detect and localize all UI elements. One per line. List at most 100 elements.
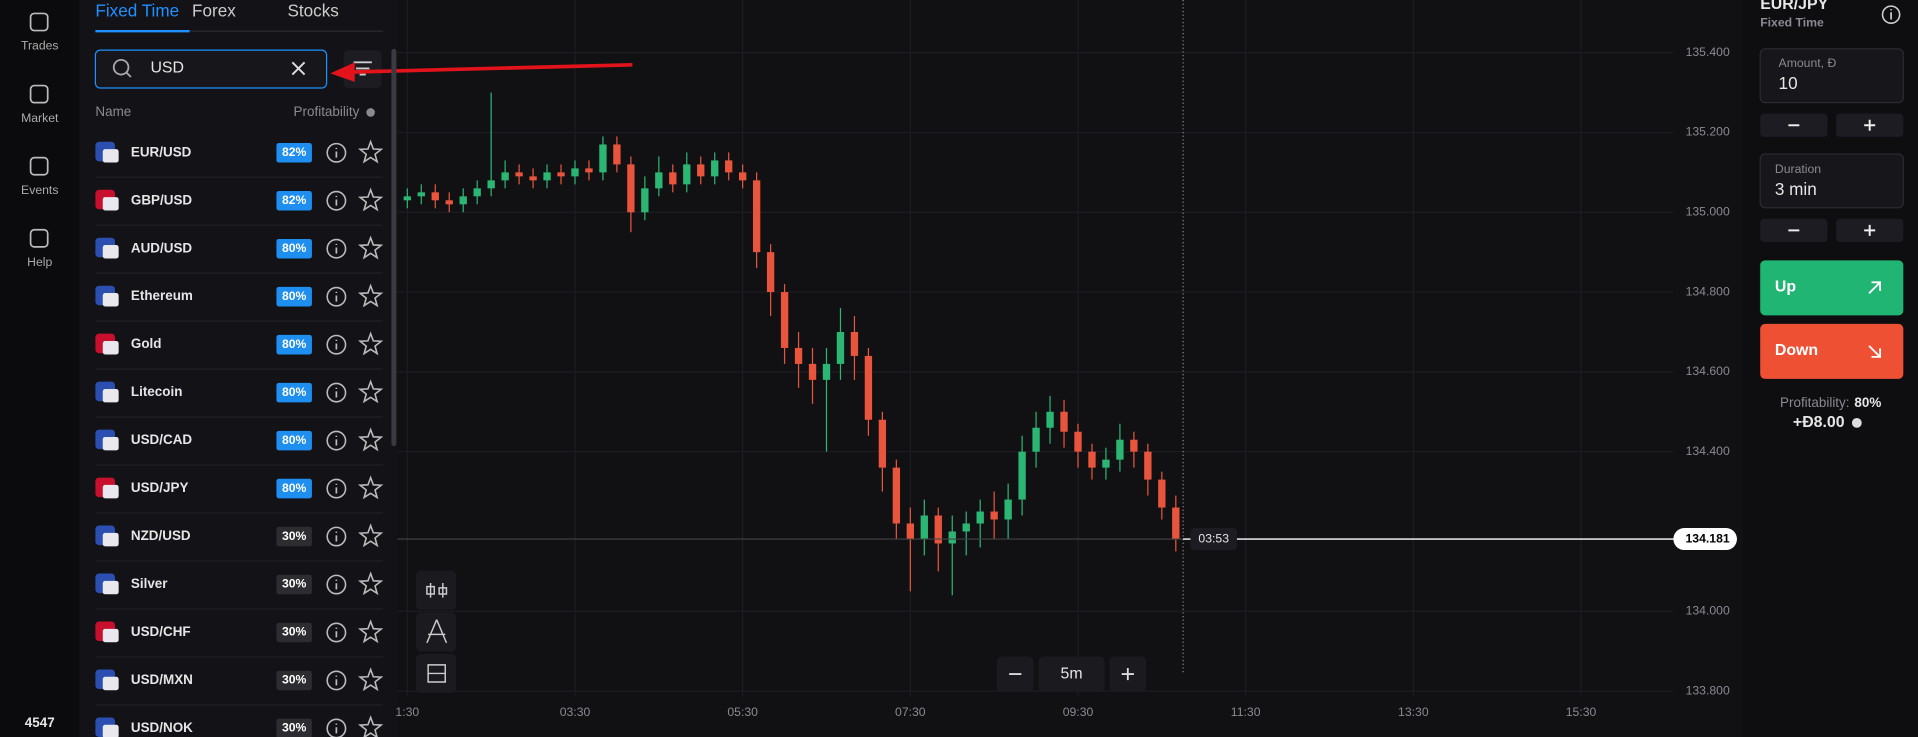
favorite-star[interactable] (357, 235, 384, 260)
candle-body (711, 160, 719, 177)
profit-value: 80% (282, 289, 307, 303)
nav-label[interactable]: Market (21, 111, 59, 125)
candle-body (501, 172, 509, 181)
timeframe-box[interactable] (1038, 656, 1105, 692)
profit-value: 82% (282, 145, 307, 159)
nav-icon[interactable] (29, 12, 49, 32)
up-button[interactable] (1760, 260, 1904, 316)
column-header: Profitability (294, 104, 360, 119)
candle-body (459, 196, 467, 205)
candle-body (934, 515, 942, 544)
favorite-star[interactable] (357, 379, 384, 404)
amount-box[interactable] (1759, 48, 1904, 104)
favorite-star[interactable] (357, 571, 384, 596)
profit-value: 80% (282, 433, 307, 447)
candle-body (836, 331, 845, 364)
info-icon[interactable] (326, 526, 347, 547)
favorite-star[interactable] (357, 331, 384, 356)
asset-name[interactable]: GBP/USD (131, 192, 193, 207)
info-icon[interactable] (326, 478, 347, 499)
tabs: Fixed Time Forex Stocks (95, 2, 383, 33)
asset-name[interactable]: AUD/USD (131, 240, 193, 255)
tab[interactable]: Forex (192, 2, 236, 21)
asset-name[interactable]: Ethereum (131, 288, 193, 303)
candle-body (571, 168, 579, 177)
x-tick-label: 1:30 (395, 705, 419, 719)
info-icon[interactable] (326, 718, 347, 737)
clear-button[interactable] (291, 61, 306, 76)
favorite-star[interactable] (357, 427, 384, 452)
candle-body (445, 200, 453, 205)
nav-icon[interactable] (29, 228, 49, 248)
favorite-star[interactable] (357, 523, 384, 548)
candle-body (962, 523, 970, 532)
favorite-star[interactable] (357, 187, 384, 212)
candle-body (669, 172, 677, 185)
asset-name[interactable]: NZD/USD (131, 528, 191, 543)
info-icon[interactable] (326, 670, 347, 691)
tool-button[interactable] (415, 612, 457, 652)
duration-label: Duration (1775, 162, 1821, 176)
profit-value: 30% (282, 625, 307, 639)
profit-value: 80% (282, 481, 307, 495)
info-icon[interactable] (326, 286, 347, 307)
asset-name[interactable]: Gold (131, 336, 162, 351)
asset-name[interactable]: USD/CHF (131, 624, 191, 639)
candle-body (1158, 479, 1166, 508)
tab[interactable]: Stocks (287, 2, 338, 21)
x-tick-label: 11:30 (1231, 705, 1261, 719)
asset-icon (102, 388, 119, 403)
nav: Trades Market Events Help 4547 (21, 12, 59, 730)
plus-icon (1864, 224, 1876, 236)
search-box[interactable] (94, 49, 328, 89)
asset-name[interactable]: Litecoin (131, 384, 183, 399)
candle-body (417, 192, 425, 197)
duration-box[interactable] (1759, 153, 1904, 209)
plus-icon (1121, 667, 1134, 681)
asset-name[interactable]: USD/MXN (131, 672, 193, 687)
favorite-star[interactable] (357, 283, 384, 308)
asset-icon (102, 197, 119, 211)
asset-name[interactable]: USD/CAD (131, 432, 193, 447)
nav-label[interactable]: Trades (21, 39, 59, 53)
info-icon[interactable] (326, 430, 347, 451)
favorite-star[interactable] (357, 619, 384, 644)
nav-label[interactable]: Events (21, 183, 58, 197)
info-icon[interactable] (326, 142, 347, 163)
nav-bar (0, 0, 80, 737)
info-icon[interactable] (1881, 5, 1901, 25)
info-icon[interactable] (326, 238, 347, 259)
account-id: 4547 (25, 715, 55, 730)
asset-icon (102, 628, 119, 643)
profit-value: 80% (282, 337, 307, 351)
favorite-star[interactable] (357, 475, 384, 500)
candle-body (822, 363, 831, 380)
nav-icon[interactable] (29, 156, 49, 176)
price-badge (1673, 528, 1737, 551)
asset-name[interactable]: USD/JPY (131, 480, 189, 495)
info-icon[interactable] (326, 574, 347, 595)
favorite-star[interactable] (357, 667, 384, 692)
favorite-star[interactable] (357, 715, 384, 737)
tool-icon (426, 619, 448, 644)
nav-label[interactable]: Help (27, 255, 52, 269)
nav-icon[interactable] (29, 84, 49, 104)
asset-name[interactable]: USD/NOK (131, 720, 193, 735)
info-icon[interactable] (326, 622, 347, 643)
profit-value: 30% (282, 529, 307, 543)
profit-badge (276, 382, 312, 403)
filter-icon (353, 61, 372, 76)
tab[interactable]: Fixed Time (95, 2, 179, 21)
candle-body (808, 363, 817, 380)
candle-body (1032, 427, 1040, 452)
info-icon[interactable] (326, 190, 347, 211)
info-icon[interactable] (326, 382, 347, 403)
down-button[interactable] (1760, 323, 1904, 379)
tool-button[interactable] (415, 570, 457, 610)
info-icon[interactable] (326, 334, 347, 355)
favorite-star[interactable] (357, 139, 384, 164)
asset-name[interactable]: Silver (131, 576, 168, 591)
candle-body (683, 164, 691, 185)
asset-name[interactable]: EUR/USD (131, 144, 192, 159)
y-tick-label: 135.000 (1686, 205, 1730, 219)
